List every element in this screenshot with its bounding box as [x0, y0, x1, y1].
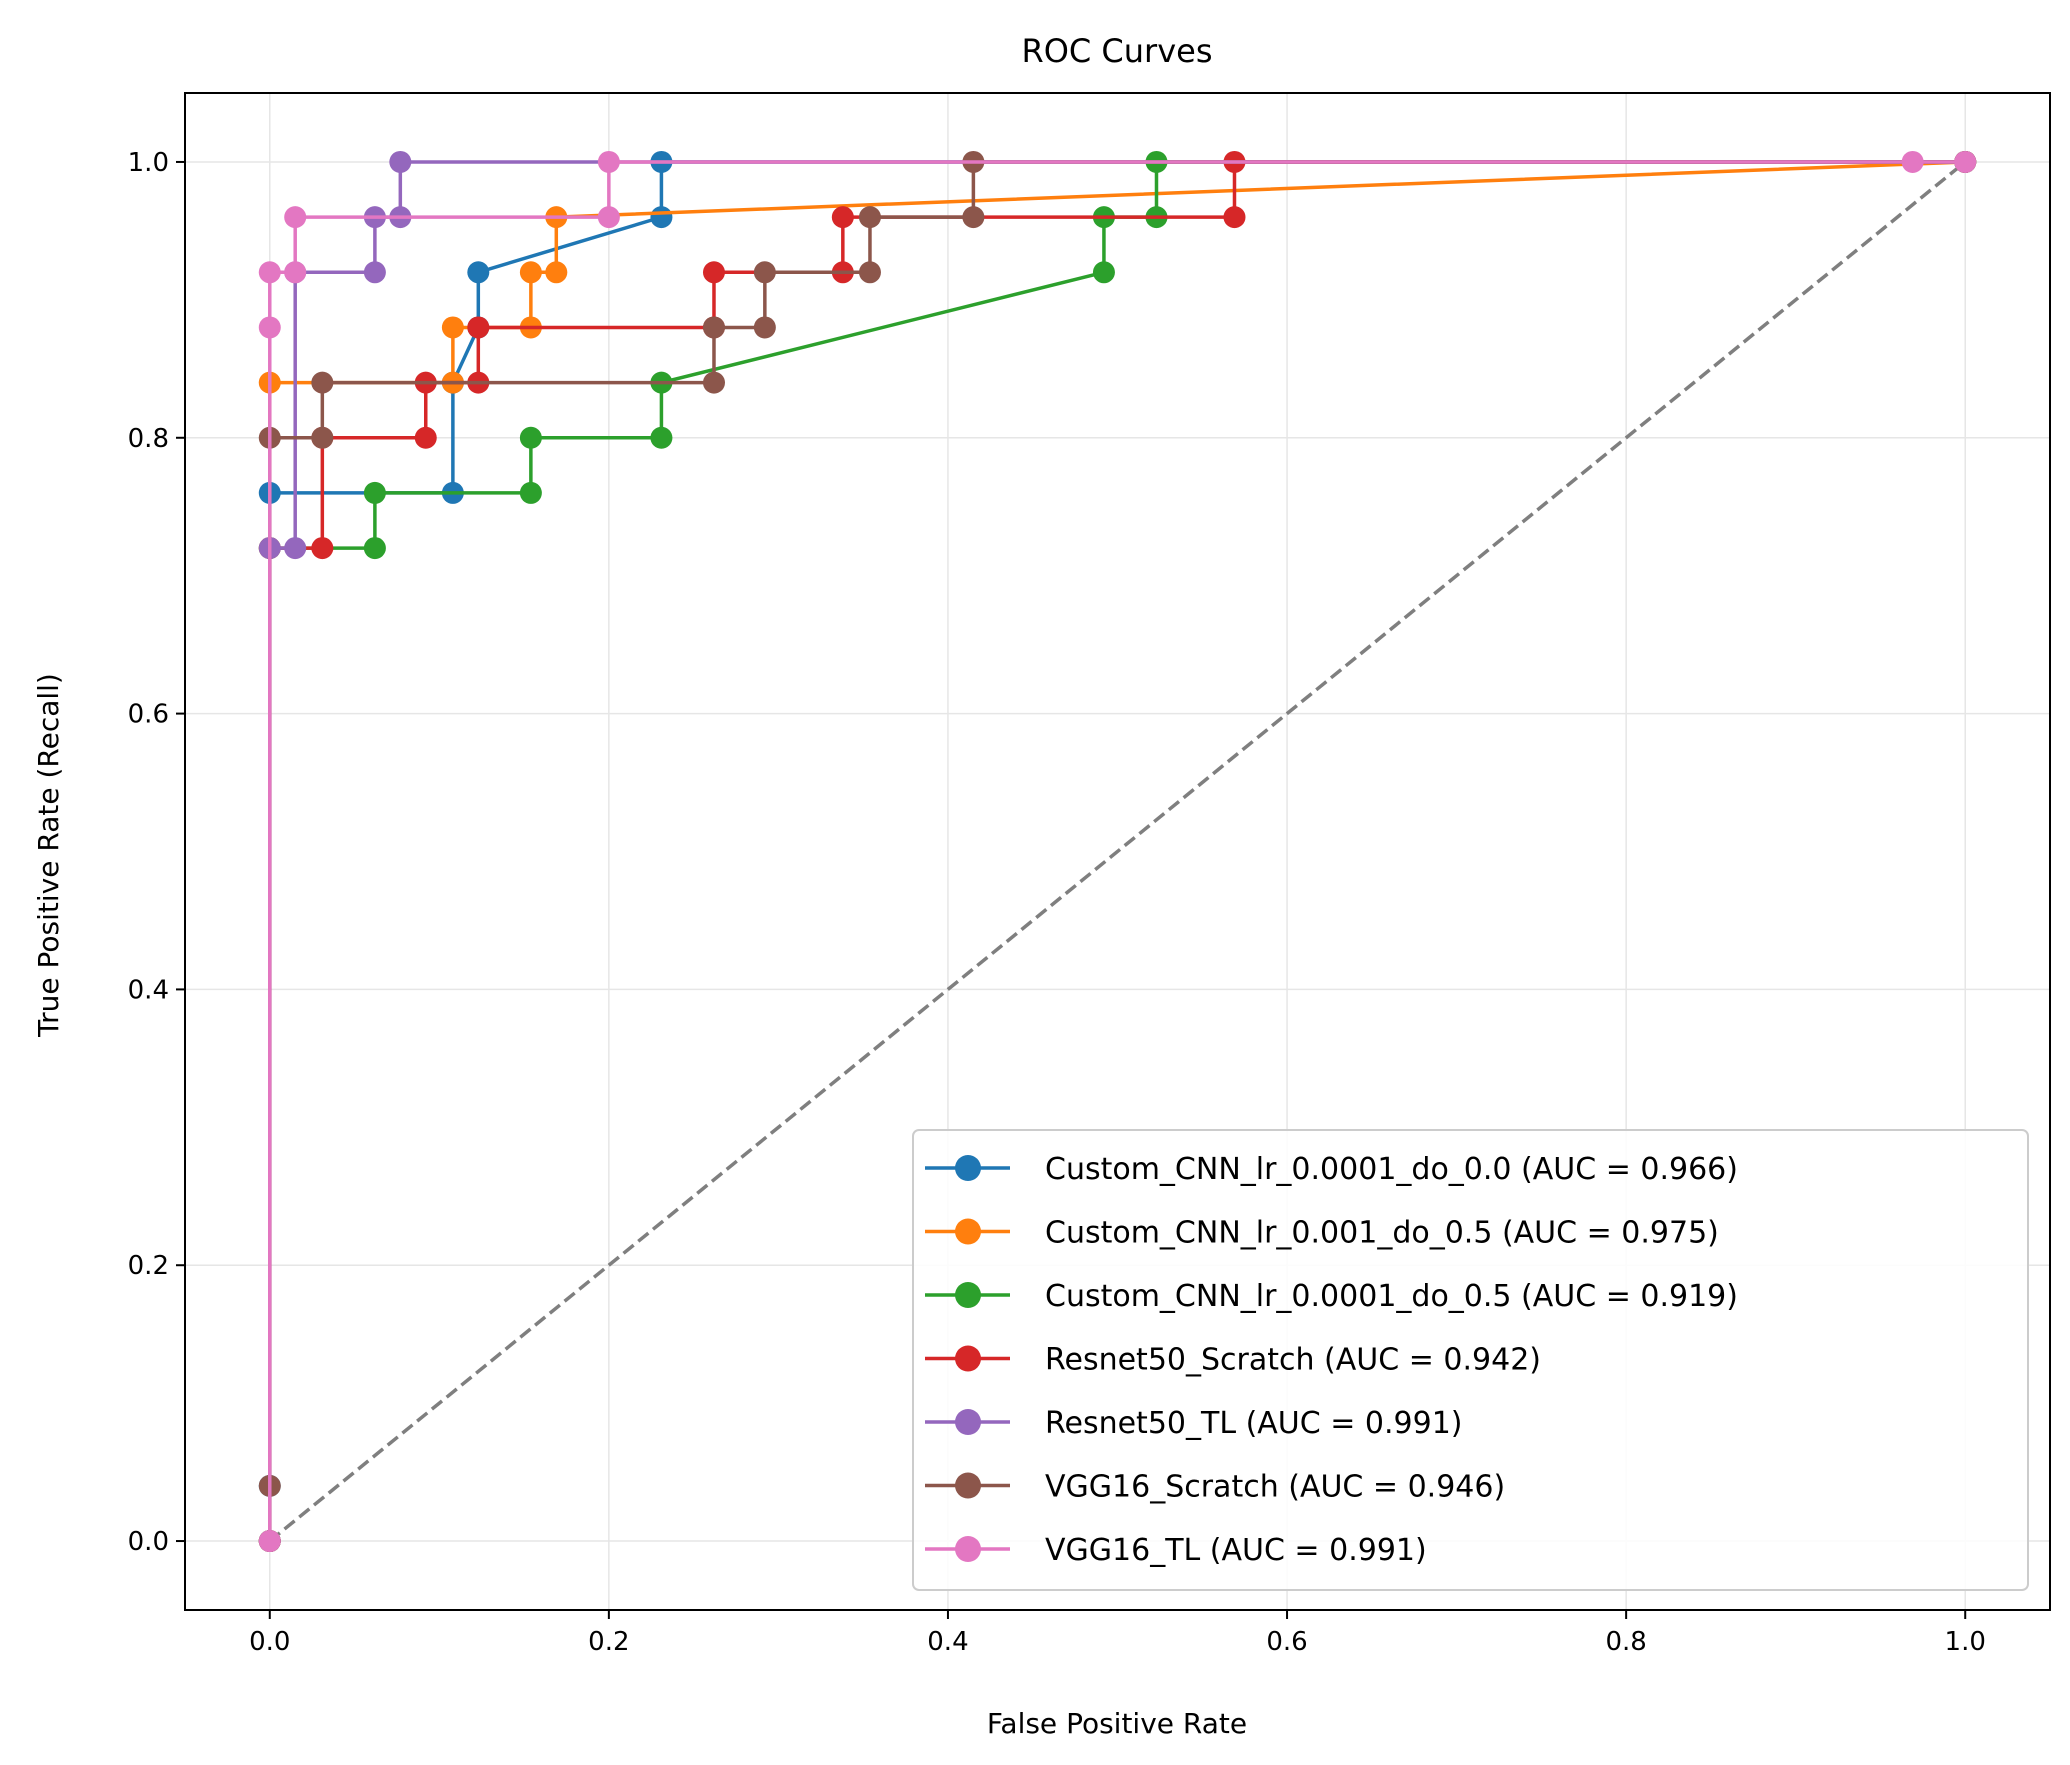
data-point: [650, 206, 673, 229]
legend-swatch-marker: [955, 1472, 981, 1499]
data-point: [831, 206, 854, 229]
legend-label: Custom_CNN_lr_0.001_do_0.5 (AUC = 0.975): [1045, 1216, 1719, 1251]
data-point: [650, 426, 673, 449]
data-point: [284, 206, 307, 229]
y-tick-label: 0.8: [128, 424, 169, 454]
data-point: [389, 150, 412, 173]
y-tick-label: 0.0: [128, 1527, 169, 1557]
legend-item: Custom_CNN_lr_0.0001_do_0.0 (AUC = 0.966…: [925, 1152, 1738, 1187]
data-point: [597, 150, 620, 173]
data-point: [467, 316, 490, 339]
legend-item: Custom_CNN_lr_0.0001_do_0.5 (AUC = 0.919…: [925, 1279, 1738, 1314]
legend-item: VGG16_Scratch (AUC = 0.946): [925, 1470, 1505, 1505]
x-axis-ticks: 0.0 0.2 0.4 0.6 0.8 1.0: [249, 1610, 1986, 1657]
data-point: [363, 261, 386, 284]
data-point: [1092, 261, 1115, 284]
data-point: [258, 261, 281, 284]
legend-label: Resnet50_TL (AUC = 0.991): [1045, 1406, 1463, 1441]
y-axis-ticks: 0.0 0.2 0.4 0.6 0.8 1.0: [128, 148, 185, 1557]
legend-box: [912, 1129, 2029, 1591]
data-point: [258, 1530, 281, 1553]
x-tick-label: 0.4: [927, 1627, 968, 1657]
x-tick-label: 0.0: [249, 1627, 290, 1657]
data-point: [284, 537, 307, 560]
data-point: [753, 316, 776, 339]
legend-label: VGG16_Scratch (AUC = 0.946): [1045, 1470, 1505, 1505]
diagonal-line: [268, 160, 1967, 1543]
x-tick-label: 0.2: [588, 1627, 629, 1657]
data-point: [702, 371, 725, 394]
data-point: [519, 426, 542, 449]
data-point: [753, 261, 776, 284]
y-tick-label: 0.2: [128, 1251, 169, 1281]
data-point: [702, 261, 725, 284]
legend-swatch-marker: [955, 1155, 981, 1181]
data-point: [284, 261, 307, 284]
legend-label: Custom_CNN_lr_0.0001_do_0.5 (AUC = 0.919…: [1045, 1279, 1738, 1314]
data-point: [519, 261, 542, 284]
y-tick-label: 1.0: [128, 148, 169, 178]
y-axis-label: True Positive Rate (Recall): [32, 673, 65, 1038]
legend-swatch-marker: [955, 1345, 981, 1372]
data-point: [597, 206, 620, 229]
x-tick-label: 0.6: [1266, 1627, 1307, 1657]
data-point: [467, 261, 490, 284]
data-point: [311, 371, 334, 394]
data-point: [311, 537, 334, 560]
data-point: [441, 316, 464, 339]
data-point: [258, 316, 281, 339]
data-point: [858, 261, 881, 284]
legend: Custom_CNN_lr_0.0001_do_0.0 (AUC = 0.966…: [912, 1129, 2029, 1591]
data-point: [1954, 150, 1977, 173]
legend-label: VGG16_TL (AUC = 0.991): [1045, 1533, 1427, 1568]
data-point: [962, 206, 985, 229]
legend-item: VGG16_TL (AUC = 0.991): [925, 1533, 1427, 1568]
legend-item: Resnet50_TL (AUC = 0.991): [925, 1406, 1463, 1441]
series-6: [258, 150, 1977, 1553]
x-axis-label: False Positive Rate: [987, 1707, 1247, 1740]
plot-frame: [184, 92, 2051, 1611]
data-point: [311, 426, 334, 449]
data-point: [702, 316, 725, 339]
data-point: [519, 481, 542, 504]
diagonal-reference: [268, 160, 1967, 1543]
data-point: [414, 426, 437, 449]
legend-swatch-marker: [955, 1536, 981, 1562]
data-point: [858, 206, 881, 229]
legend-label: Resnet50_Scratch (AUC = 0.942): [1045, 1343, 1541, 1378]
legend-swatch-marker: [955, 1282, 981, 1308]
legend-item: Resnet50_Scratch (AUC = 0.942): [925, 1343, 1541, 1378]
chart-title: ROC Curves: [1021, 32, 1212, 70]
y-tick-label: 0.4: [128, 975, 169, 1005]
series-layer: [258, 150, 1977, 1553]
legend-swatch-marker: [955, 1409, 981, 1435]
x-tick-label: 0.8: [1605, 1627, 1646, 1657]
data-point: [363, 537, 386, 560]
legend-swatch-marker: [955, 1218, 981, 1245]
y-tick-label: 0.6: [128, 700, 169, 730]
data-point: [1901, 150, 1924, 173]
legend-item: Custom_CNN_lr_0.001_do_0.5 (AUC = 0.975): [925, 1216, 1719, 1251]
x-tick-label: 1.0: [1945, 1627, 1986, 1657]
data-point: [1223, 206, 1246, 229]
data-point: [545, 261, 568, 284]
legend-label: Custom_CNN_lr_0.0001_do_0.0 (AUC = 0.966…: [1045, 1152, 1738, 1187]
data-point: [363, 481, 386, 504]
